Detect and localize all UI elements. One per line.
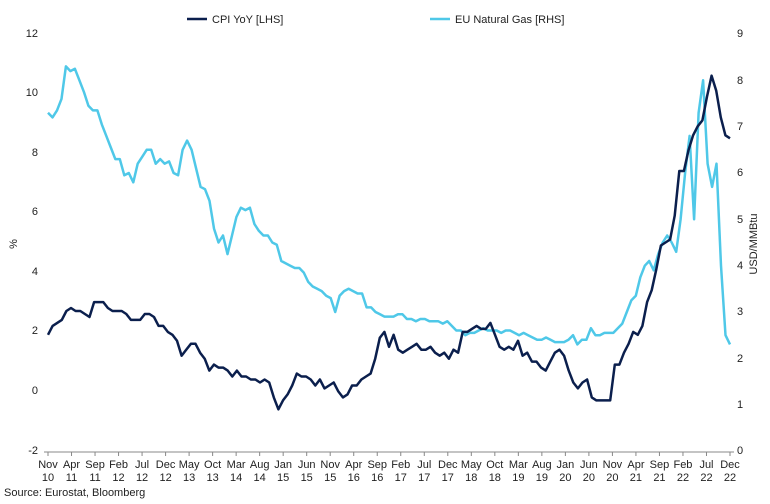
x-tick-label: Nov 20: [603, 459, 623, 484]
legend: CPI YoY [LHS] EU Natural Gas [RHS]: [187, 14, 564, 26]
right-tick-label: 8: [737, 75, 743, 87]
x-tick-label: Nov 10: [38, 459, 58, 484]
series-line-gas: [47, 65, 732, 346]
x-tick-label: Oct 13: [204, 459, 221, 484]
x-tick-label: Feb 12: [109, 459, 128, 484]
right-tick-label: 4: [737, 260, 743, 272]
x-tick-label: Jun 20: [580, 459, 598, 484]
x-tick-label: Sep 11: [85, 459, 105, 484]
legend-label-gas: EU Natural Gas [RHS]: [455, 14, 564, 26]
left-tick-label: 12: [26, 28, 38, 40]
left-tick-label: -2: [28, 445, 38, 457]
right-axis-label: USD/MMBtu: [748, 213, 760, 274]
x-tick-label: Sep 21: [650, 459, 670, 484]
right-tick-label: 9: [737, 28, 743, 40]
x-tick-label: Mar 14: [227, 459, 246, 484]
right-tick-label: 0: [737, 445, 743, 457]
x-tick-label: Sep 16: [367, 459, 387, 484]
right-tick-label: 3: [737, 306, 743, 318]
right-tick-label: 7: [737, 121, 743, 133]
x-tick-label: Apr 16: [345, 459, 362, 484]
x-tick-label: Jun 15: [298, 459, 316, 484]
x-tick-label: Dec 22: [720, 459, 740, 484]
left-axis-label: %: [8, 239, 20, 249]
x-tick-label: Jul 22: [699, 459, 713, 484]
x-tick-label: Aug 14: [250, 459, 270, 484]
x-tick-label: Jan 15: [274, 459, 292, 484]
x-tick-label: Oct 18: [486, 459, 503, 484]
x-tick-label: Jul 12: [135, 459, 149, 484]
x-tick-label: Mar 19: [509, 459, 528, 484]
x-tick-label: Dec 12: [156, 459, 176, 484]
x-tick-label: Nov 15: [320, 459, 340, 484]
x-tick-label: May 13: [179, 459, 200, 484]
left-axis-ticks: -2 0 2 4 6 8 10 12: [26, 28, 38, 457]
left-tick-label: 8: [32, 147, 38, 159]
x-tick-label: Apr 21: [627, 459, 644, 484]
left-tick-label: 10: [26, 87, 38, 99]
right-tick-label: 6: [737, 167, 743, 179]
x-tick-label: Aug 19: [532, 459, 552, 484]
x-tick-label: Feb 17: [391, 459, 410, 484]
x-tick-label: Jan 20: [557, 459, 575, 484]
x-tick-label: Feb 22: [673, 459, 692, 484]
x-tick-label: Apr 11: [63, 459, 80, 484]
right-axis-ticks: 0 1 2 3 4 5 6 7 8 9: [737, 28, 743, 457]
x-tick-label: Jul 17: [417, 459, 431, 484]
right-tick-label: 2: [737, 353, 743, 365]
left-tick-label: 2: [32, 325, 38, 337]
legend-label-cpi: CPI YoY [LHS]: [212, 14, 283, 26]
series-line-cpi: [46, 74, 731, 411]
x-tick-label: May 18: [461, 459, 482, 484]
right-tick-label: 1: [737, 399, 743, 411]
x-tick-label: Dec 17: [438, 459, 458, 484]
source-note: Source: Eurostat, Bloomberg: [4, 487, 145, 499]
left-tick-label: 0: [32, 385, 38, 397]
left-tick-label: 4: [32, 266, 38, 278]
left-tick-label: 6: [32, 206, 38, 218]
right-tick-label: 5: [737, 214, 743, 226]
series-layer: [46, 65, 732, 411]
